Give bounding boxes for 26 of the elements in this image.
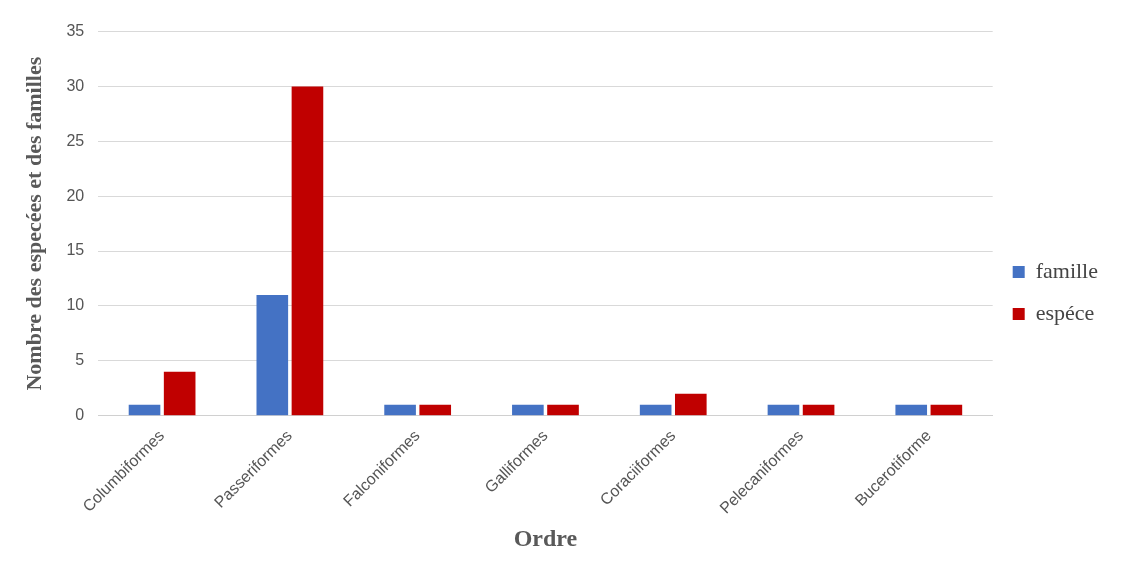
bar xyxy=(128,404,161,416)
y-tick-label: 10 xyxy=(66,296,85,314)
y-tick-label: 5 xyxy=(75,351,85,369)
y-tick-label: 0 xyxy=(75,406,85,424)
bar xyxy=(163,371,196,416)
bar xyxy=(384,404,416,416)
bar xyxy=(291,86,324,416)
bar xyxy=(256,294,289,416)
legend-label: espéce xyxy=(1035,299,1095,325)
bar xyxy=(419,404,452,416)
bar xyxy=(895,404,928,416)
y-tick-label: 35 xyxy=(66,22,85,40)
y-axis-title: Nombre des especées et des familles xyxy=(20,56,46,391)
bar xyxy=(767,404,800,416)
bar xyxy=(930,404,963,416)
y-tick-label: 20 xyxy=(66,186,85,204)
y-tick-label: 30 xyxy=(66,76,85,94)
y-tick-label: 15 xyxy=(66,241,85,259)
bar xyxy=(802,404,835,416)
bar xyxy=(639,404,672,416)
x-axis-title: Ordre xyxy=(513,524,578,551)
bar xyxy=(674,393,707,416)
legend-label: famille xyxy=(1035,257,1099,283)
bar xyxy=(512,404,544,416)
bar xyxy=(547,404,579,416)
y-tick-label: 25 xyxy=(66,131,85,149)
